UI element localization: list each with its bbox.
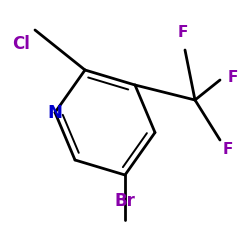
- Text: F: F: [177, 25, 188, 40]
- Text: F: F: [222, 142, 233, 158]
- Text: Cl: Cl: [12, 35, 30, 53]
- Text: F: F: [227, 70, 238, 85]
- Text: Br: Br: [114, 192, 136, 210]
- Text: N: N: [48, 104, 62, 122]
